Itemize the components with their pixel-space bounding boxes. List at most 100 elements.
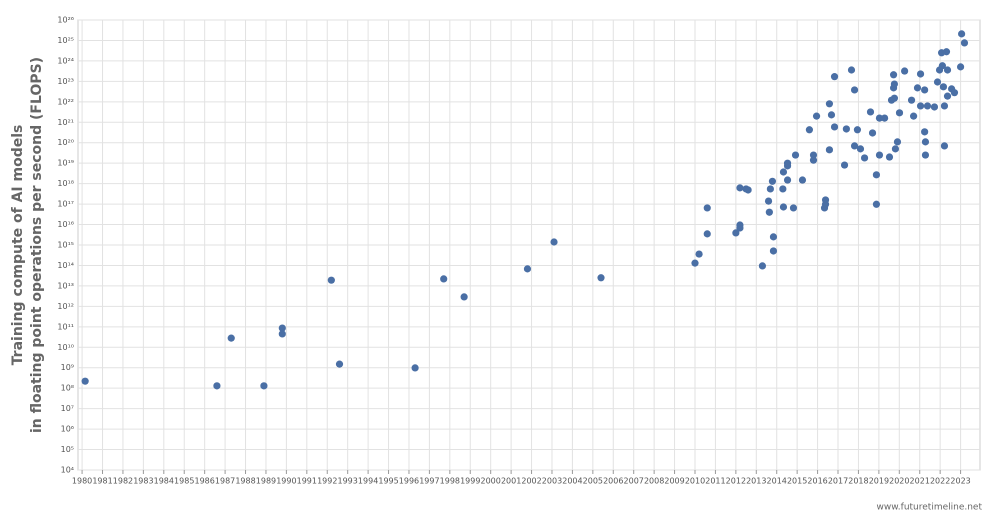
point [842,125,850,133]
x-tick-label: 1998 [440,477,460,486]
point [764,197,773,205]
point [889,71,898,79]
point [840,161,849,169]
point [942,48,951,56]
point [809,156,818,164]
y-axis-title: in floating point operations per second … [29,57,45,433]
point [736,221,744,229]
y-tick-label: 10²³ [57,77,74,86]
point [805,126,814,134]
point [938,62,947,70]
point [893,138,902,146]
point [921,151,930,159]
x-tick-label: 2015 [787,477,807,486]
point [930,103,939,111]
x-tick-label: 1988 [235,477,255,486]
y-tick-label: 10¹³ [57,281,74,290]
y-tick-label: 10¹⁴ [57,261,74,270]
point [260,382,268,390]
x-tick-label: 2020 [889,477,909,486]
point [921,128,929,136]
point [789,204,798,212]
point [868,129,877,137]
point [783,159,792,167]
point [853,126,862,134]
y-tick-label: 10²⁵ [57,36,74,45]
x-tick-label: 2004 [562,477,582,486]
x-tick-label: 2022 [930,477,950,486]
point [916,70,925,78]
x-tick-label: 2001 [501,477,521,486]
x-tick-label: 1992 [317,477,337,486]
point [460,293,468,301]
point [895,109,904,117]
y-tick-label: 10²⁶ [57,16,74,25]
point [523,265,532,273]
y-tick-label: 10⁹ [61,363,74,372]
point [943,92,952,100]
x-tick-label: 2017 [828,477,848,486]
point [213,382,221,390]
y-tick-label: 10⁴ [61,466,74,475]
point [847,66,856,74]
point [943,66,952,74]
point [736,184,744,192]
source: www.futuretimeline.net [877,503,983,513]
x-tick-label: 1990 [276,477,296,486]
point [875,114,884,122]
point [765,208,773,216]
y-tick-label: 10¹² [57,302,74,311]
x-tick-label: 2023 [950,477,970,486]
point [278,324,286,332]
point [860,154,869,162]
point [768,177,777,185]
x-tick-label: 1995 [378,477,398,486]
y-axis-title: Training compute of AI models [10,125,26,366]
point [703,230,711,238]
point [825,100,834,108]
point [939,83,948,91]
point [850,142,859,150]
x-tick-label: 2007 [624,477,644,486]
point [907,96,916,104]
point [921,138,930,146]
point [81,377,89,385]
x-tick-label: 1987 [215,477,235,486]
x-tick-label: 2010 [685,477,705,486]
y-tick-label: 10¹⁰ [57,343,74,352]
point [783,176,792,184]
point [769,233,778,241]
x-tick-label: 1993 [338,477,358,486]
x-tick-label: 2000 [481,477,501,486]
point [850,86,859,94]
point [890,94,898,102]
point [732,229,740,237]
x-tick-label: 2012 [726,477,746,486]
x-tick-label: 2021 [910,477,930,486]
y-tick-label: 10¹⁵ [57,241,74,250]
point [856,145,865,153]
y-tick-label: 10⁸ [61,384,74,393]
x-tick-label: 1984 [154,477,174,486]
point [830,123,839,131]
point [950,89,959,97]
x-tick-label: 2003 [542,477,562,486]
point [872,171,881,179]
y-tick-label: 10²¹ [57,118,74,127]
x-tick-label: 2006 [603,477,623,486]
point [821,196,830,204]
x-tick-label: 1981 [92,477,112,486]
x-tick-label: 1991 [297,477,317,486]
point [744,186,752,194]
point [695,250,703,258]
point [758,262,767,270]
point [913,84,922,92]
point [550,238,558,246]
x-tick-label: 2019 [869,477,889,486]
point [812,112,821,120]
y-tick-label: 10²⁴ [57,56,74,65]
x-tick-label: 2005 [583,477,603,486]
point [703,204,711,212]
point [411,364,419,372]
